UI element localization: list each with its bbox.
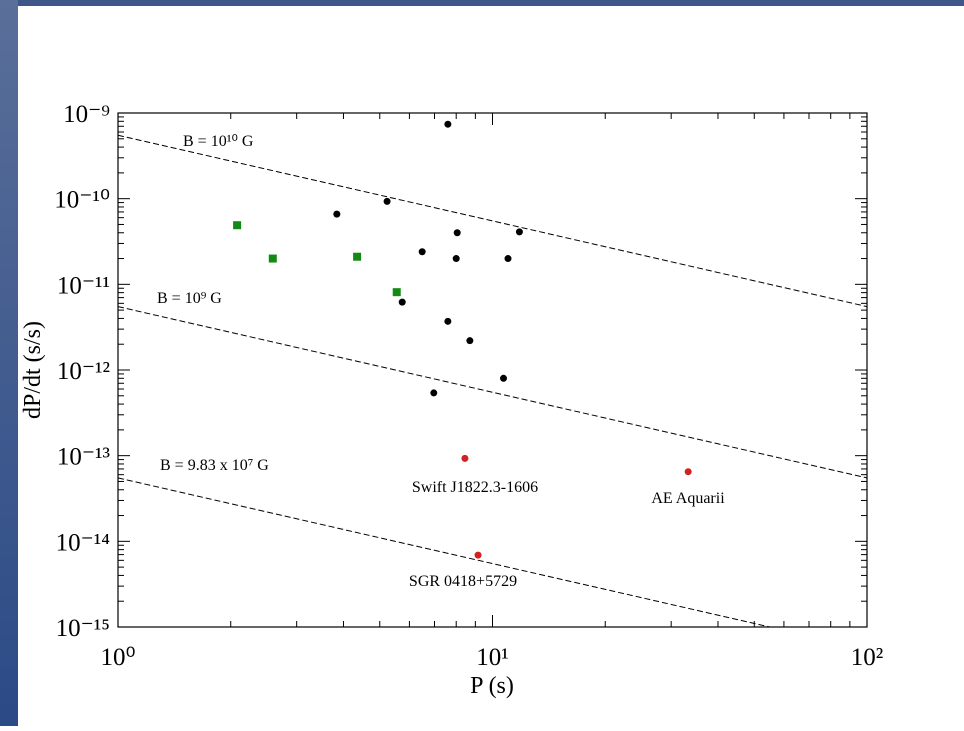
line-label: B = 10⁹ G [157,290,222,307]
point [333,210,341,218]
point [392,288,401,297]
point [383,197,391,205]
x-tick-label: 10⁰ [100,644,135,671]
point [466,337,474,345]
point [418,248,426,256]
y-tick-label: 10⁻¹⁰ [54,187,110,214]
top-frame [0,0,964,6]
point [515,228,523,236]
point [500,374,508,382]
y-tick-label: 10⁻⁹ [63,101,110,128]
point [452,255,460,263]
x-axis-label: P (s) [470,673,514,699]
y-tick-label: 10⁻¹⁴ [56,529,111,556]
point [504,255,512,263]
y-axis-label: dP/dt (s/s) [20,321,46,419]
annotation: AE Aquarii [651,490,725,507]
x-tick-label: 10¹ [476,644,509,671]
point [353,252,362,261]
point [444,120,452,128]
plot-frame [117,112,868,628]
y-tick-label: 10⁻¹⁵ [56,615,110,642]
y-tick-label: 10⁻¹³ [57,444,111,471]
point [453,229,461,237]
point [474,551,482,559]
point [233,221,242,230]
line-label: B = 10¹⁰ G [183,133,254,150]
y-tick-label: 10⁻¹² [57,358,110,385]
point [684,468,692,476]
field-line [117,306,868,479]
annotation: Swift J1822.3-1606 [412,479,538,496]
line-label: B = 9.83 x 10⁷ G [160,457,269,474]
left-frame [0,0,18,726]
point [430,389,438,397]
point [461,454,469,462]
y-tick-label: 10⁻¹¹ [57,272,110,299]
point [398,298,406,306]
point [444,317,452,325]
annotation: SGR 0418+5729 [409,573,517,590]
field-line [117,477,770,628]
point [268,254,277,263]
x-tick-label: 10² [851,644,884,671]
field-line [117,134,868,308]
